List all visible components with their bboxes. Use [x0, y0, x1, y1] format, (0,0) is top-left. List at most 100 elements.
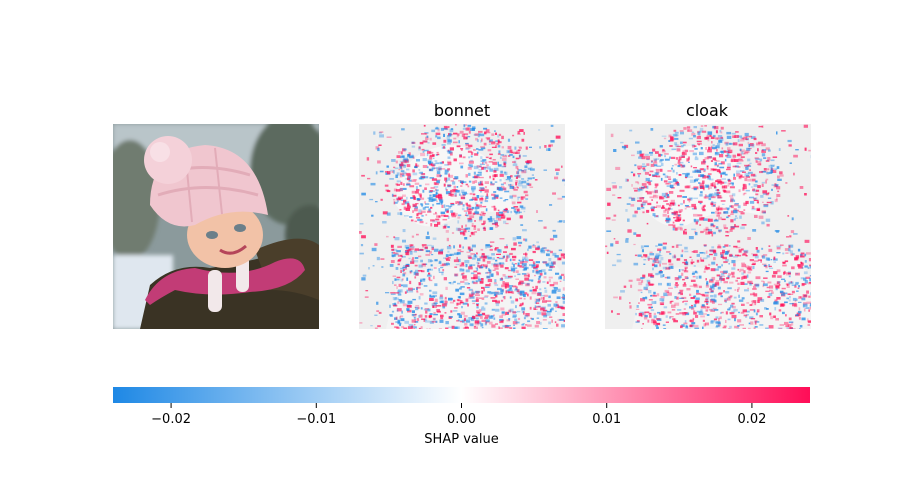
shap-pixel-negative: [555, 272, 560, 275]
shap-pixel-negative: [711, 146, 717, 150]
shap-pixel-negative: [553, 287, 558, 290]
shap-pixel-negative: [728, 307, 731, 309]
shap-pixel-positive: [401, 151, 403, 155]
shap-pixel-negative: [498, 262, 502, 265]
shap-pixel-negative: [544, 289, 548, 293]
shap-pixel-negative: [391, 193, 394, 197]
shap-pixel-positive: [463, 124, 468, 126]
shap-pixel-positive: [809, 264, 811, 267]
shap-pixel-negative: [638, 156, 643, 159]
shap-pixel-negative: [409, 155, 415, 159]
shap-pixel-negative: [493, 317, 496, 320]
shap-pixel-positive: [497, 225, 500, 227]
shap-pixel-negative: [620, 290, 625, 293]
shap-pixel-positive: [422, 165, 428, 168]
shap-pixel-negative: [559, 275, 562, 279]
shap-pixel-negative: [693, 197, 698, 199]
shap-pixel-negative: [519, 211, 522, 214]
shap-pixel-negative: [402, 187, 407, 190]
shap-pixel-positive: [563, 255, 565, 259]
shap-pixel-positive: [526, 160, 532, 164]
shap-pixel-negative: [636, 150, 642, 155]
shap-pixel-positive: [457, 133, 460, 136]
shap-pixel-positive: [736, 277, 741, 279]
shap-pixel-positive: [423, 124, 426, 127]
shap-pixel-negative: [699, 151, 704, 156]
shap-pixel-positive: [702, 319, 705, 322]
shap-pixel-positive: [506, 291, 511, 294]
shap-pixel-negative: [543, 314, 548, 318]
shap-pixel-negative: [396, 199, 399, 203]
shap-pixel-negative: [734, 217, 739, 219]
shap-pixel-negative: [509, 186, 514, 189]
shap-pixel-positive: [739, 268, 744, 272]
shap-pixel-positive: [482, 258, 486, 262]
shap-pixel-negative: [534, 305, 537, 309]
shap-pixel-positive: [807, 320, 811, 323]
shap-pixel-negative: [533, 263, 536, 266]
shap-pixel-negative: [687, 328, 692, 329]
shap-pixel-positive: [634, 254, 638, 257]
shap-pixel-positive: [693, 206, 697, 210]
shap-pixel-negative: [694, 219, 699, 223]
shap-pixel-negative: [393, 170, 395, 174]
shap-pixel-negative: [803, 271, 808, 275]
shap-pixel-positive: [667, 311, 672, 314]
shap-pixel-negative: [789, 295, 791, 299]
shap-pixel-positive: [504, 208, 508, 211]
shap-pixel-negative: [706, 281, 709, 285]
shap-pixel-negative: [733, 199, 736, 202]
shap-pixel-positive: [484, 189, 489, 193]
shap-pixel-negative: [466, 206, 469, 210]
shap-pixel-positive: [414, 306, 417, 308]
shap-pixel-negative: [541, 247, 547, 250]
shap-pixel-positive: [641, 279, 644, 283]
shap-pixel-positive: [396, 326, 400, 329]
shap-pixel-positive: [457, 216, 461, 219]
shap-pixel-positive: [468, 296, 471, 299]
shap-pixel-positive: [731, 158, 736, 162]
shap-pixel-positive: [651, 160, 654, 162]
shap-pixel-positive: [633, 187, 638, 190]
shap-pixel-positive: [745, 165, 748, 169]
shap-pixel-positive: [509, 327, 513, 329]
shap-pixel-positive: [428, 272, 431, 275]
shap-pixel-negative: [429, 295, 435, 297]
shap-pixel-positive: [519, 266, 525, 268]
shap-pixel-negative: [484, 286, 490, 288]
shap-pixel-negative: [773, 301, 779, 305]
shap-pixel-negative: [635, 321, 640, 323]
shap-pixel-negative: [531, 317, 534, 320]
shap-pixel-negative: [547, 303, 551, 307]
shap-pixel-positive: [693, 213, 698, 217]
shap-pixel-positive: [480, 197, 483, 200]
shap-pixel-negative: [440, 201, 443, 205]
shap-pixel-negative: [557, 288, 561, 292]
shap-pixel-positive: [457, 201, 461, 204]
shap-pixel-positive: [493, 223, 496, 225]
shap-pixel-negative: [678, 269, 681, 272]
shap-pixel-negative: [395, 297, 398, 299]
shap-pixel-negative: [496, 186, 502, 191]
shap-pixel-positive: [664, 153, 669, 155]
shap-pixel-negative: [713, 294, 717, 298]
shap-pixel-negative: [418, 209, 422, 213]
shap-pixel-negative: [645, 283, 649, 287]
shap-pixel-positive: [654, 183, 659, 186]
shap-pixel-negative: [461, 306, 463, 309]
shap-pixel-positive: [378, 144, 382, 146]
shap-pixel-positive: [392, 252, 396, 254]
shap-pixel-positive: [741, 303, 745, 306]
shap-pixel-negative: [700, 147, 703, 150]
shap-pixel-positive: [413, 179, 418, 181]
shap-pixel-positive: [515, 180, 518, 184]
colorbar-gradient: [113, 387, 810, 403]
shap-pixel-positive: [431, 247, 434, 251]
shap-pixel-negative: [397, 212, 402, 215]
shap-pixel-positive: [416, 286, 421, 289]
shap-pixel-negative: [664, 158, 670, 161]
shap-pixel-negative: [449, 132, 452, 134]
shap-pixel-positive: [481, 319, 486, 322]
shap-pixel-negative: [455, 326, 460, 329]
